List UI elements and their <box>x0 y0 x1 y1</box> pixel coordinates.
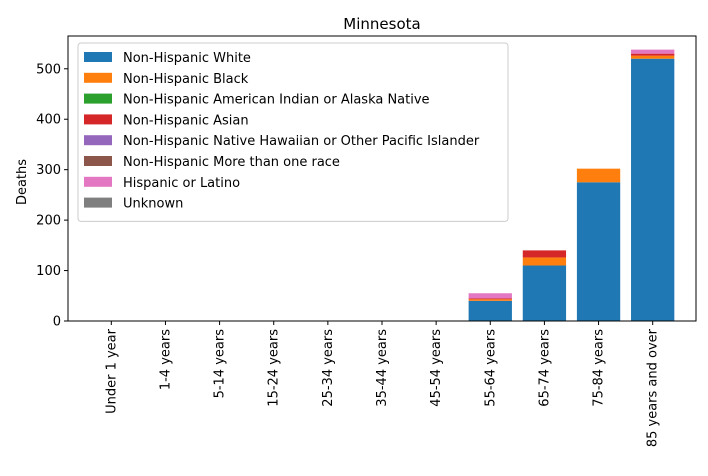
bar-segment <box>631 49 675 54</box>
x-tick-label: Under 1 year <box>104 328 119 414</box>
y-tick-label: 300 <box>36 163 61 178</box>
legend-entry: Non-Hispanic American Indian or Alaska N… <box>123 93 430 108</box>
legend-swatch <box>84 197 112 208</box>
y-tick-label: 0 <box>53 315 61 330</box>
legend-box <box>77 42 509 222</box>
legend-entry: Non-Hispanic White <box>123 51 251 66</box>
bar-segment <box>522 257 567 266</box>
bars-layer <box>468 49 675 321</box>
y-tick-label: 500 <box>36 62 61 77</box>
legend-swatch <box>84 176 112 187</box>
bar-segment <box>468 300 512 321</box>
legend-swatch <box>84 135 112 146</box>
bar-segment <box>631 58 675 321</box>
y-axis-label: Deaths <box>15 159 30 205</box>
legend: Non-Hispanic White Non-Hispanic Black Non-… <box>77 42 509 222</box>
x-tick-label: 55-64 years <box>483 329 498 407</box>
x-tick-label: 5-14 years <box>213 329 228 399</box>
bar-segment <box>576 182 621 321</box>
legend-swatch <box>84 156 112 166</box>
y-tick-label: 100 <box>36 264 61 279</box>
x-tick-label: 35-44 years <box>375 329 390 407</box>
bar-segment <box>468 293 512 299</box>
y-tick-label: 400 <box>36 113 61 128</box>
legend-entry: Non-Hispanic More than one race <box>123 155 340 170</box>
legend-entry: Non-Hispanic Black <box>123 72 249 87</box>
legend-entry: Non-Hispanic Native Hawaiian or Other Pa… <box>123 134 480 149</box>
axes-layer: 0 100 200 300 400 500 Under 1 year 1-4 years 5-1… <box>36 35 697 447</box>
bar-segment <box>631 53 675 56</box>
legend-swatch <box>84 114 112 125</box>
x-tick-label: 45-54 years <box>429 329 444 407</box>
chart-title: Minnesota <box>343 15 420 33</box>
x-tick-label: 1-4 years <box>158 329 173 390</box>
bar-segment <box>631 55 675 59</box>
x-tick-label: 25-34 years <box>321 329 336 407</box>
legend-entry: Unknown <box>123 197 183 212</box>
legend-entry: Hispanic or Latino <box>123 176 240 191</box>
y-tick-label: 200 <box>36 214 61 229</box>
bar-segment <box>522 265 567 321</box>
legend-entry: Non-Hispanic Asian <box>123 113 249 128</box>
bar-segment <box>522 250 567 258</box>
legend-swatch <box>84 72 112 83</box>
bar-segment <box>576 168 621 183</box>
bar-segment <box>468 298 512 300</box>
bar-segment <box>468 299 512 301</box>
legend-swatch <box>84 52 112 62</box>
legend-swatch <box>84 93 112 104</box>
x-tick-label: 85 years and over <box>646 328 661 447</box>
x-tick-label: 15-24 years <box>267 329 282 407</box>
x-tick-label: 75-84 years <box>592 329 607 407</box>
x-tick-label: 65-74 years <box>537 329 552 407</box>
